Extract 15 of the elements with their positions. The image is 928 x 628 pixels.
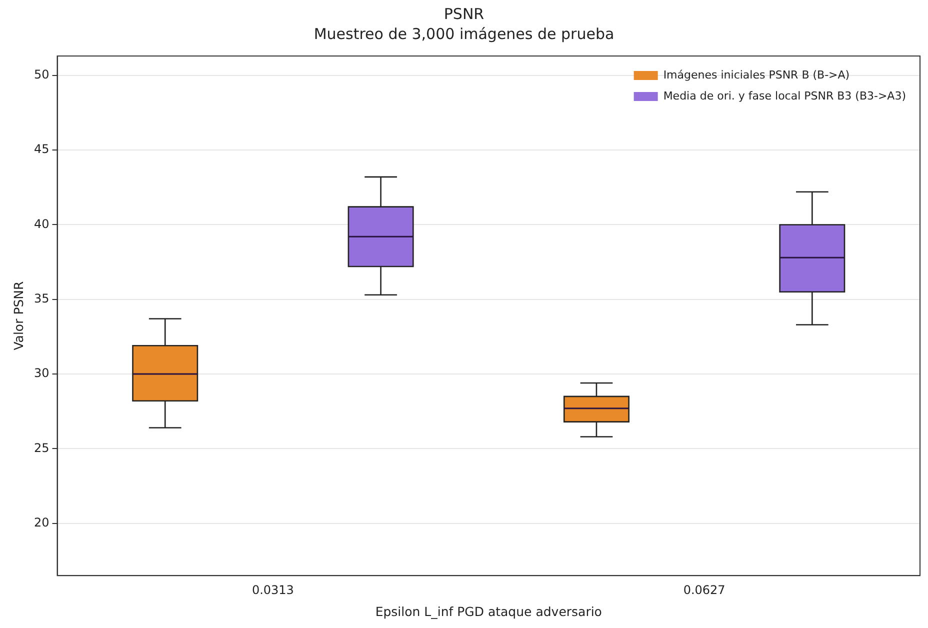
legend-label: Imágenes iniciales PSNR B (B->A) — [663, 68, 850, 82]
y-tick-label: 25 — [34, 440, 50, 455]
y-axis-title: Valor PSNR — [10, 280, 26, 350]
y-tick-label: 20 — [34, 515, 50, 530]
x-tick-label: 0.0627 — [683, 582, 726, 597]
chart-subtitle: Muestreo de 3,000 imágenes de prueba — [314, 24, 614, 43]
y-tick-label: 40 — [34, 216, 50, 231]
chart-title: PSNR — [444, 4, 484, 23]
y-tick-label: 50 — [34, 68, 50, 82]
y-tick-label: 30 — [34, 366, 50, 380]
y-tick-label: 45 — [34, 142, 50, 156]
x-tick-label: 0.0313 — [252, 582, 294, 597]
x-axis-title: Epsilon L_inf PGD ataque adversario — [375, 604, 602, 619]
legend-label: Media de ori. y fase local PSNR B3 (B3->A3) — [663, 89, 906, 102]
y-tick-label: 35 — [34, 292, 50, 306]
